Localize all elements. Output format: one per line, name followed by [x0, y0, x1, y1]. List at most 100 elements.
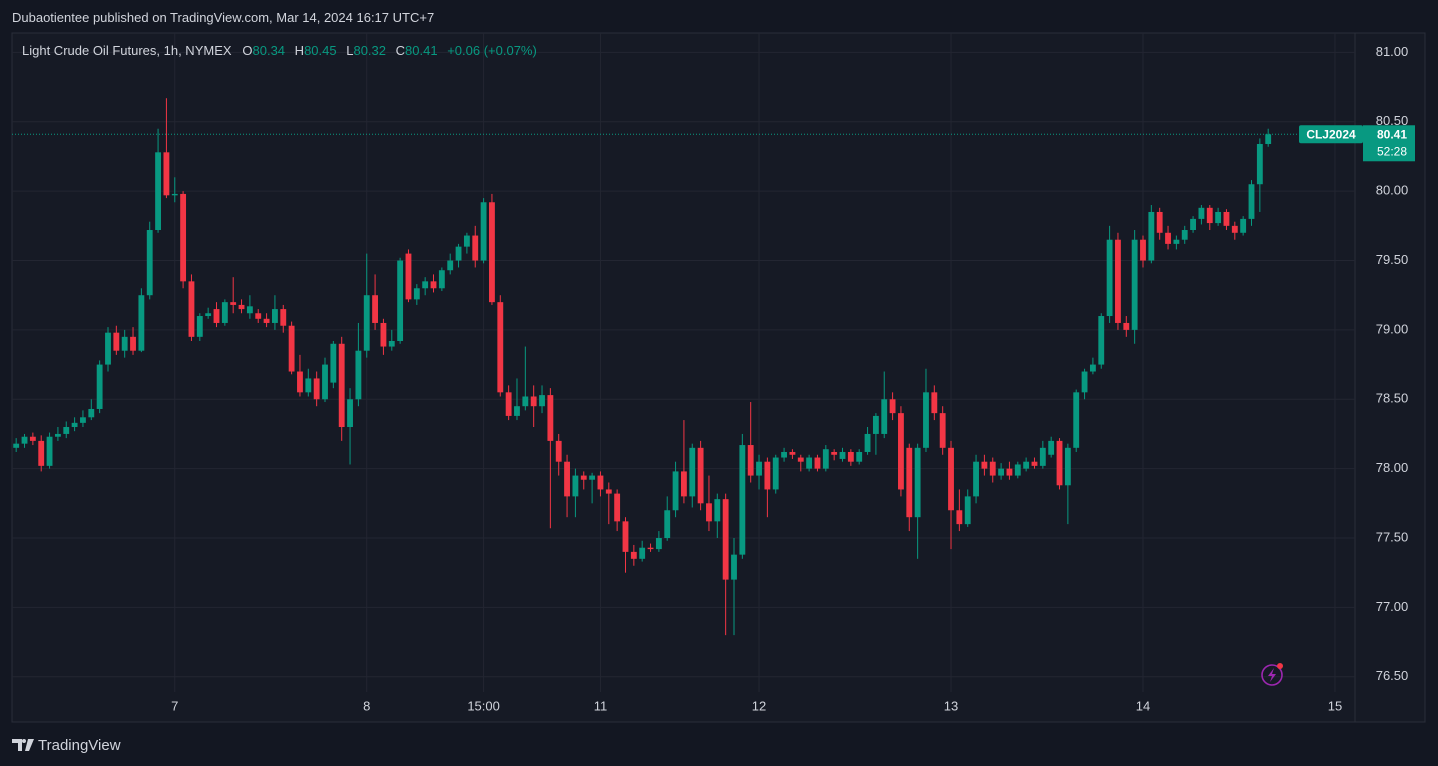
x-tick-label: 11: [594, 698, 608, 713]
candle-body: [572, 475, 579, 497]
alert-icon[interactable]: [1261, 663, 1283, 686]
candle-body: [489, 202, 495, 303]
candle-body: [21, 436, 28, 444]
candle-body: [96, 364, 103, 409]
candle-body: [931, 392, 938, 414]
candle-body: [263, 318, 270, 323]
candle-body: [54, 433, 61, 437]
y-tick-label: 77.00: [1376, 599, 1409, 614]
candle-body: [530, 396, 537, 407]
candle-body: [221, 302, 228, 323]
candle-body: [480, 202, 487, 261]
candle-body: [105, 332, 111, 365]
price-tag-label: 80.41: [1377, 127, 1407, 141]
candle-body: [1256, 143, 1263, 185]
change: +0.06 (+0.07%): [447, 43, 537, 58]
chart-pane: [11, 32, 1426, 723]
candle-body: [472, 235, 479, 261]
candle-body: [1073, 392, 1080, 448]
countdown-label: 52:28: [1377, 144, 1407, 158]
candle-body: [1165, 232, 1171, 244]
candle-body: [88, 408, 95, 418]
x-tick-label: 14: [1136, 698, 1150, 713]
candle-body: [781, 451, 788, 458]
candle-body: [555, 440, 562, 462]
x-tick-label: 12: [752, 698, 766, 713]
candle-body: [1131, 239, 1138, 330]
candle-body: [923, 392, 929, 448]
candle-body: [1106, 239, 1113, 317]
candle-body: [998, 468, 1005, 476]
ohlc-value: 80.34: [252, 43, 286, 58]
candle-body: [255, 313, 262, 319]
legend-header: Light Crude Oil Futures, 1h, NYMEX O80.3…: [22, 43, 543, 58]
candle-body: [1215, 211, 1222, 224]
candle-body: [881, 399, 888, 434]
candle-body: [355, 350, 362, 400]
candle-body: [405, 253, 412, 300]
candle-body: [430, 281, 437, 289]
candle-body: [455, 246, 462, 261]
candle-body: [196, 316, 203, 337]
symbol-tag: [1299, 125, 1363, 144]
candle-body: [630, 551, 637, 559]
candle-body: [497, 302, 504, 393]
y-tick-label: 77.50: [1376, 529, 1409, 544]
candle-body: [1198, 207, 1205, 219]
candle-body: [1115, 239, 1121, 323]
candle-body: [438, 270, 445, 289]
x-tick-label: 15: [1328, 698, 1342, 713]
candle-body: [647, 547, 654, 550]
candle-body: [831, 451, 838, 455]
candle-body: [872, 415, 879, 434]
candle-body: [580, 475, 587, 480]
candle-body: [463, 235, 470, 247]
candle-body: [597, 475, 604, 490]
candle-body: [1265, 134, 1272, 144]
candle-body: [372, 295, 379, 323]
candle-body: [447, 260, 454, 271]
candle-body: [113, 332, 120, 351]
candle-body: [330, 343, 337, 383]
ohlc-label: H: [294, 43, 305, 58]
candle-body: [1223, 211, 1230, 226]
candle-body: [856, 451, 863, 462]
candle-body: [1156, 211, 1163, 233]
candle-body: [363, 295, 370, 351]
ohlc-value: 80.41: [405, 43, 438, 58]
candle-body: [539, 395, 545, 407]
candle-body: [898, 413, 904, 490]
candle-body: [1089, 364, 1096, 372]
candle-body: [522, 396, 529, 407]
candle-body: [1123, 322, 1130, 330]
candle-body: [71, 422, 78, 428]
candle-body: [505, 392, 512, 416]
candle-body: [639, 547, 646, 559]
candle-body: [63, 427, 70, 434]
candle-body: [1023, 461, 1030, 469]
candle-body: [589, 475, 596, 480]
candle-body: [756, 461, 762, 476]
candle-body: [1148, 211, 1155, 261]
candle-body: [213, 309, 220, 323]
x-tick-label: 7: [171, 698, 178, 713]
ohlc-value: 80.32: [353, 43, 387, 58]
candle-body: [380, 322, 387, 347]
candle-body: [731, 554, 737, 580]
candle-body: [697, 447, 704, 504]
candle-body: [605, 489, 612, 494]
y-tick-label: 78.50: [1376, 391, 1409, 406]
candle-body: [238, 304, 245, 310]
candle-body: [80, 417, 86, 423]
candle-body: [714, 499, 721, 522]
candle-body: [1006, 468, 1013, 476]
publish-note: Dubaotientee published on TradingView.co…: [12, 10, 435, 25]
candle-body: [313, 378, 320, 400]
candle-body: [46, 436, 53, 466]
candle-body: [981, 461, 988, 469]
candle-body: [347, 399, 353, 428]
symbol-tag-label: CLJ2024: [1306, 127, 1356, 141]
ohlc-value: 80.45: [304, 43, 337, 58]
candle-body: [1048, 440, 1055, 455]
